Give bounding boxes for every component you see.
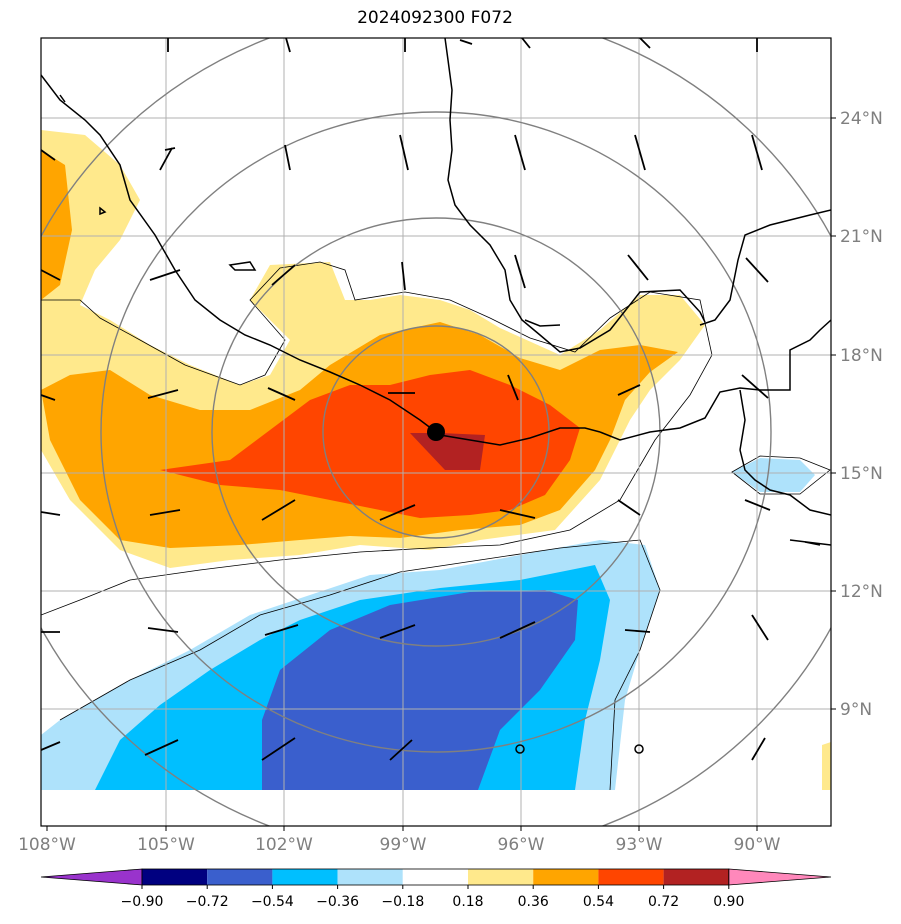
contour-pos-edge bbox=[822, 742, 831, 790]
colorbar-tick-label: −0.18 bbox=[381, 894, 424, 910]
colorbar-tick-label: −0.90 bbox=[121, 894, 164, 910]
coastlines bbox=[41, 38, 831, 546]
colorbar-extend-low bbox=[40, 868, 143, 886]
latitude-labels: 24°N 21°N 18°N 15°N 12°N 9°N bbox=[840, 109, 883, 720]
map-title: 2024092300 F072 bbox=[357, 8, 513, 28]
contour-neg-054 bbox=[262, 590, 578, 790]
range-rings bbox=[41, 38, 831, 826]
wind-barbs bbox=[41, 38, 771, 761]
calm-wind-marker bbox=[634, 744, 644, 754]
colorbar-extend-high bbox=[728, 868, 832, 886]
lon-label: 96°W bbox=[498, 835, 545, 855]
lat-label: 12°N bbox=[840, 582, 883, 602]
colorbar-segment bbox=[272, 869, 338, 885]
contour-fills bbox=[41, 130, 831, 790]
colorbar-tick-label: −0.54 bbox=[251, 894, 294, 910]
lat-label: 21°N bbox=[840, 227, 883, 247]
contour-pos-036 bbox=[41, 150, 72, 300]
colorbar-segment bbox=[663, 869, 729, 885]
graticule bbox=[41, 38, 831, 826]
range-ring-9deg bbox=[100, 111, 772, 753]
lon-label: 105°W bbox=[137, 835, 195, 855]
lon-label: 102°W bbox=[255, 835, 313, 855]
colorbar-segment bbox=[533, 869, 599, 885]
colorbar-segment bbox=[207, 869, 273, 885]
longitude-labels: 108°W 105°W 102°W 99°W 96°W 93°W 90°W bbox=[18, 835, 781, 855]
lon-label: 99°W bbox=[380, 835, 427, 855]
map-area bbox=[41, 38, 831, 826]
colorbar-segment bbox=[402, 869, 468, 885]
map-frame bbox=[40, 37, 832, 827]
lat-label: 18°N bbox=[840, 346, 883, 366]
colorbar-tick-label: 0.72 bbox=[648, 894, 679, 910]
contour-pos-054 bbox=[160, 370, 580, 518]
calm-wind-marker bbox=[515, 744, 525, 754]
contour-neg-small bbox=[732, 458, 815, 492]
colorbar-tick-label: 0.18 bbox=[452, 894, 483, 910]
lon-label: 108°W bbox=[18, 835, 76, 855]
range-ring-6deg bbox=[211, 217, 661, 647]
colorbar-tick-label: −0.36 bbox=[316, 894, 359, 910]
lat-label: 24°N bbox=[840, 109, 883, 129]
lon-label: 93°W bbox=[616, 835, 663, 855]
colorbar-segment bbox=[337, 869, 403, 885]
colorbar-outline bbox=[141, 868, 730, 886]
colorbar-segment bbox=[598, 869, 664, 885]
storm-center-marker bbox=[427, 423, 445, 441]
colorbar-tick-label: −0.72 bbox=[186, 894, 229, 910]
contour-pos-072 bbox=[410, 433, 485, 470]
colorbar-tick-label: 0.54 bbox=[583, 894, 614, 910]
colorbar-segment bbox=[142, 869, 208, 885]
colorbar-tick-label: 0.36 bbox=[518, 894, 549, 910]
lat-label: 15°N bbox=[840, 464, 883, 484]
lat-label: 9°N bbox=[840, 700, 872, 720]
lon-label: 90°W bbox=[734, 835, 781, 855]
colorbar: −0.90 −0.72 −0.54 −0.36 −0.18 0.18 0.36 0.54 0.7… bbox=[40, 868, 832, 910]
colorbar-segment bbox=[468, 869, 534, 885]
colorbar-tick-label: 0.90 bbox=[713, 894, 744, 910]
